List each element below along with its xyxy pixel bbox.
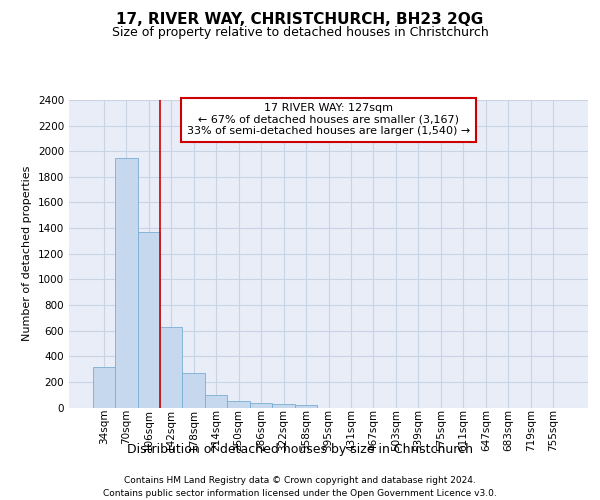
- Text: 17 RIVER WAY: 127sqm
← 67% of detached houses are smaller (3,167)
33% of semi-de: 17 RIVER WAY: 127sqm ← 67% of detached h…: [187, 103, 470, 136]
- Bar: [295, 405, 317, 407]
- Y-axis label: Number of detached properties: Number of detached properties: [22, 166, 32, 342]
- Bar: [115, 158, 137, 408]
- Text: Size of property relative to detached houses in Christchurch: Size of property relative to detached ho…: [112, 26, 488, 39]
- Bar: [205, 394, 227, 407]
- Text: Contains HM Land Registry data © Crown copyright and database right 2024.: Contains HM Land Registry data © Crown c…: [124, 476, 476, 485]
- Bar: [137, 232, 160, 408]
- Bar: [272, 404, 295, 407]
- Bar: [250, 404, 272, 407]
- Text: Distribution of detached houses by size in Christchurch: Distribution of detached houses by size …: [127, 442, 473, 456]
- Bar: [92, 367, 115, 408]
- Text: Contains public sector information licensed under the Open Government Licence v3: Contains public sector information licen…: [103, 489, 497, 498]
- Bar: [182, 373, 205, 408]
- Bar: [160, 327, 182, 407]
- Bar: [227, 402, 250, 407]
- Text: 17, RIVER WAY, CHRISTCHURCH, BH23 2QG: 17, RIVER WAY, CHRISTCHURCH, BH23 2QG: [116, 12, 484, 28]
